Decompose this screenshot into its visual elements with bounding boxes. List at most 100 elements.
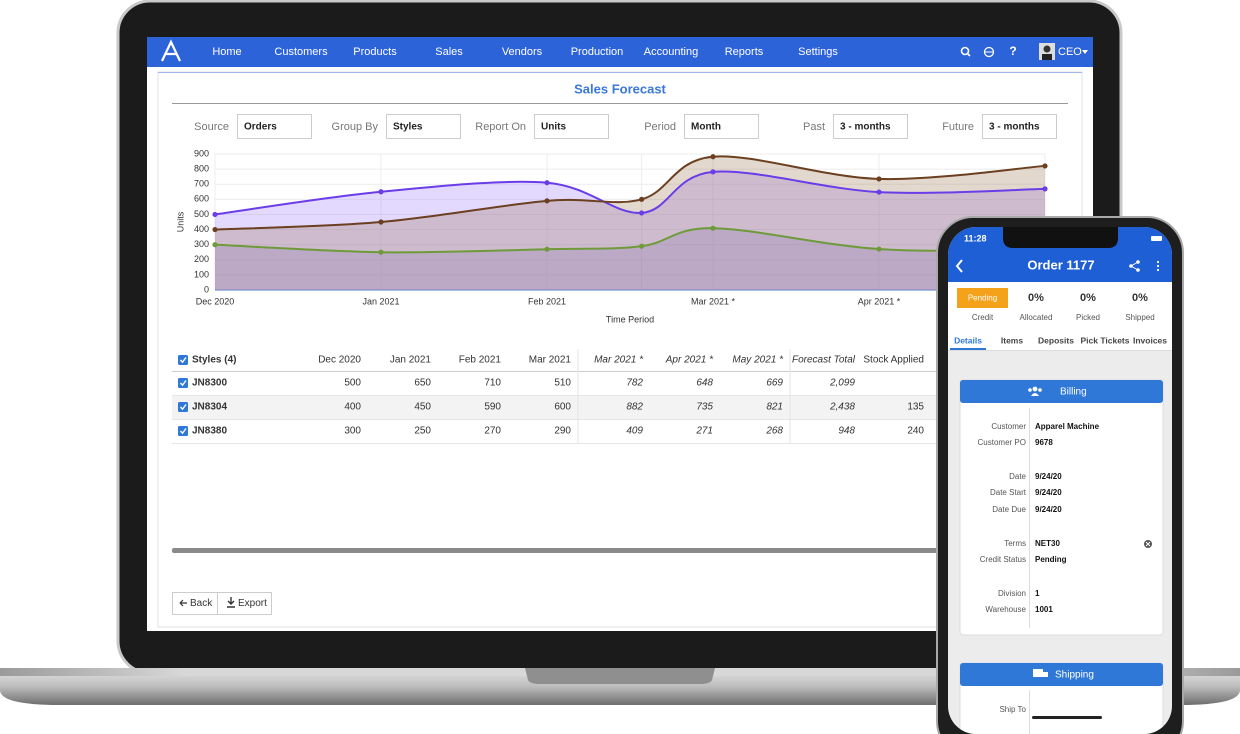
scrollbar[interactable]	[172, 548, 938, 553]
style-name: JN8304	[192, 402, 227, 413]
field-value: Pending	[1035, 555, 1067, 564]
field-label: Division	[998, 589, 1026, 598]
tab[interactable]: Details	[954, 335, 982, 345]
checkbox[interactable]	[178, 378, 188, 388]
nav-item[interactable]: Settings	[798, 46, 838, 58]
back-arrow	[179, 599, 187, 607]
data-point	[876, 246, 882, 252]
search-icon-handle	[966, 52, 971, 57]
filter-select[interactable]	[534, 114, 609, 139]
cell: 268	[765, 426, 783, 437]
y-tick-label: 400	[194, 224, 209, 234]
filter-value: Orders	[244, 122, 277, 133]
filter-value: Units	[541, 122, 566, 133]
filter-select[interactable]	[386, 114, 461, 139]
field-value: 1001	[1035, 605, 1053, 614]
nav-item[interactable]: Sales	[435, 46, 463, 58]
stat-value: 0%	[1132, 292, 1148, 304]
data-point	[212, 226, 218, 233]
nav-item[interactable]: Reports	[725, 46, 764, 58]
checkbox[interactable]	[178, 402, 188, 412]
column-header: Forecast Total	[792, 355, 856, 366]
more-icon[interactable]	[1156, 260, 1160, 272]
x-tick-label: Mar 2021 *	[691, 296, 736, 306]
data-point	[639, 210, 645, 216]
cell: 290	[554, 426, 571, 437]
tab[interactable]: Invoices	[1133, 335, 1167, 345]
field-label: Date	[1009, 472, 1026, 481]
table-header: Styles (4)	[192, 355, 236, 366]
status-badge	[957, 288, 1008, 308]
field-label: Customer PO	[978, 438, 1026, 447]
back-button[interactable]: Back	[172, 592, 218, 615]
tab[interactable]: Items	[1001, 335, 1023, 345]
nav-item[interactable]: Accounting	[644, 46, 698, 58]
style-name: JN8380	[192, 426, 227, 437]
cell: 710	[484, 378, 501, 389]
checkbox[interactable]	[178, 426, 188, 436]
filter-label: Period	[644, 121, 676, 133]
nav-item[interactable]: Production	[571, 46, 624, 58]
filter-select[interactable]	[237, 114, 312, 139]
filter-label: Group By	[332, 121, 379, 133]
field-label: Warehouse	[985, 605, 1026, 614]
tab[interactable]: Pick Tickets	[1081, 335, 1130, 345]
data-point	[378, 219, 384, 225]
checkmark	[179, 357, 187, 364]
home-indicator	[1032, 716, 1102, 719]
data-point	[639, 243, 645, 249]
nav-item[interactable]: Products	[353, 46, 397, 58]
filter-select[interactable]	[684, 114, 759, 139]
cell: 450	[414, 402, 431, 413]
share-icon[interactable]	[1129, 260, 1140, 272]
logo[interactable]	[161, 39, 181, 62]
cell: 300	[344, 426, 361, 437]
status-badge-text: Pending	[968, 294, 997, 303]
checkmark	[179, 404, 187, 411]
column-header: May 2021 *	[732, 355, 784, 366]
y-tick-label: 100	[194, 269, 209, 279]
x-tick-label: Apr 2021 *	[858, 296, 901, 306]
column-header: Stock Applied	[863, 355, 924, 366]
nav-item[interactable]: Customers	[274, 46, 328, 58]
cell: 250	[414, 426, 431, 437]
cell: 648	[696, 378, 713, 389]
column-header: Mar 2021	[529, 355, 572, 366]
cell: 510	[554, 378, 571, 389]
search-icon[interactable]	[960, 46, 970, 56]
series-area	[215, 228, 1045, 290]
field-label: Date Due	[992, 505, 1026, 514]
avatar-body	[1042, 54, 1052, 60]
cell: 409	[626, 426, 643, 437]
series-area	[215, 156, 1045, 290]
nav-item[interactable]: Home	[212, 46, 241, 58]
checkbox[interactable]	[178, 355, 188, 365]
cell-total: 2,438	[829, 402, 855, 413]
help-icon[interactable]: ?	[1009, 44, 1016, 58]
battery	[1151, 236, 1162, 241]
y-tick-label: 500	[194, 209, 209, 219]
column-header: Feb 2021	[459, 355, 502, 366]
nav-item[interactable]: Vendors	[502, 46, 543, 58]
cell-total: 948	[838, 426, 855, 437]
field-value: Apparel Machine	[1035, 422, 1100, 431]
shipping-header	[960, 663, 1163, 686]
navbar-bg	[147, 37, 1093, 67]
user-menu[interactable]: CEO	[1058, 46, 1082, 58]
cell: 590	[484, 402, 501, 413]
data-point	[212, 211, 218, 218]
field-value: 9/24/20	[1035, 488, 1062, 497]
clear-x	[1145, 541, 1151, 547]
tab[interactable]: Deposits	[1038, 335, 1074, 345]
back-chevron[interactable]	[955, 259, 963, 273]
stat-label: Shipped	[1125, 313, 1154, 322]
checkmark	[179, 380, 187, 387]
x-axis-title: Time Period	[606, 314, 654, 324]
filter-select[interactable]	[982, 114, 1057, 139]
filter-label: Past	[803, 121, 825, 133]
export-button[interactable]: Export	[217, 592, 272, 615]
phone: 11:28 Order 1177 Pending Credit 0% Alloca…	[936, 216, 1184, 734]
billing-title: Billing	[1060, 387, 1087, 398]
filter-select[interactable]	[833, 114, 908, 139]
series-area	[215, 171, 1045, 290]
